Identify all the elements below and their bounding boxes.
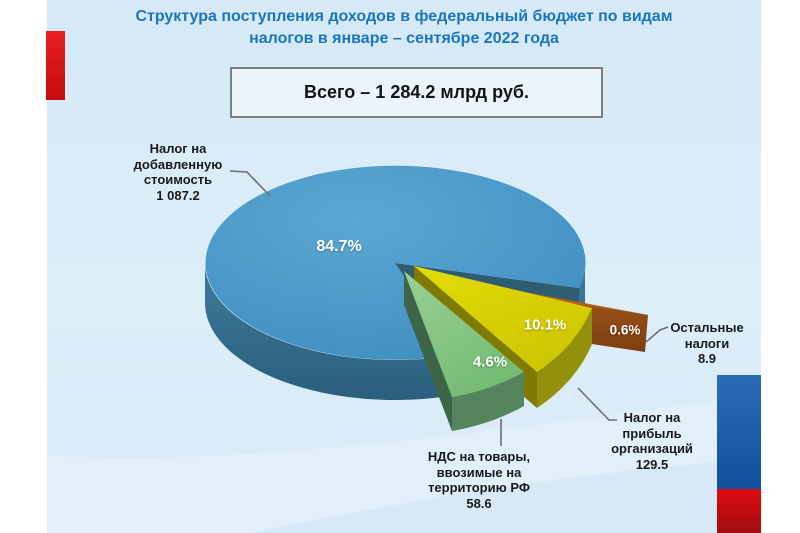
callout-vat-value: 1 087.2 [156, 187, 200, 203]
slice-import-vat-left-wall [404, 271, 452, 431]
red-accent-bar-top-left [46, 31, 65, 100]
leader-lines [229, 170, 669, 446]
slice-import-vat-front [452, 372, 524, 431]
callout-other-line: Остальные [670, 320, 744, 335]
percent-label-import-vat: 4.6% [472, 353, 508, 371]
callout-other-line: налоги [684, 335, 730, 351]
callout-profit-line: прибыль [622, 425, 682, 441]
callout-import-vat-value: 58.6 [466, 495, 492, 511]
percent-label-profit: 10.1% [523, 316, 567, 334]
slice-import-vat-top [404, 271, 524, 397]
callout-profit-line: Налог на [623, 410, 681, 425]
percent-label-vat: 84.7% [316, 238, 362, 255]
blue-accent-bar-bottom-right [717, 375, 761, 489]
slice-profit-top [414, 266, 592, 372]
callout-import-vat-line: НДС на товары, [427, 449, 531, 464]
callout-other: Остальные налоги 8.9 [670, 320, 743, 367]
callout-profit-line: организаций [611, 441, 693, 456]
leader-profit [577, 387, 617, 421]
page-title: Структура поступления доходов в федераль… [47, 6, 761, 50]
leader-other [645, 326, 669, 343]
slice-vat-top [205, 165, 586, 360]
title-line-2: налогов в январе – сентябре 2022 года [249, 30, 559, 47]
slice-profit-outer-side [537, 308, 592, 408]
callout-other-value: 8.9 [697, 351, 717, 366]
callout-profit: Налог на прибыль организаций 129.5 [611, 410, 693, 472]
percent-label-other: 0.6% [609, 322, 641, 338]
callout-vat-line: Налог на [149, 141, 207, 156]
total-box-label: Всего – 1 284.2 млрд руб. [304, 82, 529, 102]
callout-import-vat-line: территорию РФ [428, 480, 530, 495]
callout-import-vat-line: ввозимые на [436, 464, 522, 480]
callout-vat-line: стоимость [143, 172, 213, 187]
leader-vat [229, 170, 271, 197]
title-line-1: Структура поступления доходов в федераль… [135, 8, 673, 25]
callout-vat-line: добавленную [133, 156, 223, 172]
total-box: Всего – 1 284.2 млрд руб. [230, 67, 603, 118]
red-accent-bar-bottom-right [717, 489, 761, 533]
callout-import-vat: НДС на товары, ввозимые на территорию РФ… [428, 449, 530, 511]
background-wave [47, 394, 761, 533]
callout-profit-value: 129.5 [635, 456, 669, 472]
callout-vat: Налог на добавленную стоимость 1 087.2 [134, 141, 223, 203]
